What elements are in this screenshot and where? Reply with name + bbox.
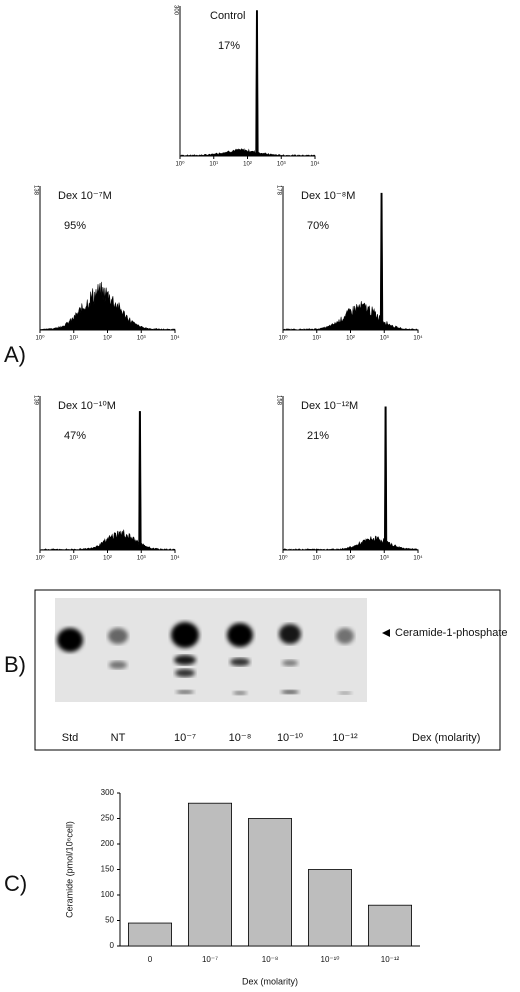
x-tick-label: 10⁰	[35, 335, 45, 342]
x-axis-label: Dex (molarity)	[242, 976, 298, 986]
x-tick-label: 10⁴	[170, 555, 180, 562]
histogram-trace	[282, 192, 419, 331]
y-tick-label: 50	[105, 916, 114, 925]
lane-label: 10⁻¹⁰	[277, 732, 304, 744]
x-tick-label: 10⁻¹²	[381, 955, 400, 964]
x-tick-label: 10¹	[312, 336, 321, 342]
lane-label: 10⁻⁷	[174, 732, 196, 744]
y-max-label: 139	[32, 395, 38, 406]
histogram-title: Dex 10⁻¹²M	[301, 400, 358, 412]
lane-label: NT	[111, 732, 126, 744]
x-tick-label: 10³	[137, 336, 146, 342]
x-tick-label: 10²	[243, 162, 252, 168]
y-tick-label: 150	[101, 865, 115, 874]
x-tick-label: 10³	[380, 336, 389, 342]
x-tick-label: 10⁴	[310, 161, 320, 168]
y-tick-label: 200	[101, 839, 115, 848]
arrow	[382, 629, 390, 637]
y-max-label: 158	[275, 395, 281, 406]
y-tick-label: 0	[110, 941, 115, 950]
gel-band	[281, 690, 299, 694]
gel-band	[109, 661, 127, 669]
gel-band	[174, 655, 196, 665]
bar	[307, 869, 352, 947]
x-tick-label: 10³	[137, 556, 146, 562]
x-tick-label: 10³	[380, 556, 389, 562]
x-tick-label: 10²	[346, 336, 355, 342]
x-tick-label: 10⁰	[175, 161, 185, 168]
x-tick-label: 10²	[346, 556, 355, 562]
gel-band	[279, 624, 301, 644]
x-tick-label: 10⁰	[278, 335, 288, 342]
gel-image	[55, 598, 367, 702]
gel-band	[57, 628, 83, 652]
histogram-trace	[282, 406, 419, 551]
x-tick-label: 10²	[103, 336, 112, 342]
x-tick-label: 10⁰	[35, 555, 45, 562]
gel-band	[175, 669, 195, 677]
x-tick-label: 10¹	[209, 162, 218, 168]
gel-band	[282, 660, 298, 666]
bar	[187, 802, 232, 947]
histogram-title: Dex 10⁻⁸M	[301, 190, 355, 202]
gel-band	[227, 623, 253, 647]
y-max-label: 178	[275, 185, 281, 196]
percent-label: 70%	[307, 220, 329, 232]
x-tick-label: 10⁴	[170, 335, 180, 342]
x-tick-label: 10⁻⁷	[202, 955, 218, 964]
histogram-title: Control	[210, 10, 245, 22]
gel-band	[108, 628, 128, 644]
panel-label: B)	[4, 652, 26, 677]
x-tick-label: 10⁻⁸	[262, 955, 279, 964]
gel-band	[336, 628, 354, 644]
histogram-trace	[39, 411, 176, 551]
x-tick-label: 10³	[277, 162, 286, 168]
x-tick-label: 10⁰	[278, 555, 288, 562]
histogram-title: Dex 10⁻¹⁰M	[58, 400, 116, 412]
y-max-label: 138	[32, 185, 38, 196]
x-tick-label: 10¹	[69, 556, 78, 562]
histogram-title: Dex 10⁻⁷M	[58, 190, 112, 202]
percent-label: 95%	[64, 220, 86, 232]
x-tick-label: 0	[148, 955, 153, 964]
percent-label: 21%	[307, 430, 329, 442]
gel-band	[233, 691, 247, 695]
gel-frame	[34, 589, 501, 751]
percent-label: 47%	[64, 430, 86, 442]
bar	[127, 922, 172, 947]
lane-label: Std	[62, 732, 79, 744]
y-tick-label: 300	[101, 788, 115, 797]
panel-label: A)	[4, 342, 26, 367]
panel-label: C)	[4, 871, 27, 896]
x-tick-label: 10⁻¹⁰	[321, 955, 340, 964]
lane-label: 10⁻⁸	[229, 732, 252, 744]
gel-band	[176, 690, 194, 694]
y-axis-label: Ceramide (pmol/10⁶cell)	[64, 821, 74, 918]
y-max-label: 300	[172, 5, 178, 16]
axis-label: Dex (molarity)	[412, 732, 480, 744]
bar	[367, 904, 412, 947]
x-tick-label: 10¹	[312, 556, 321, 562]
gel-band	[338, 691, 352, 695]
band-label: Ceramide-1-phosphate	[395, 627, 508, 639]
gel-band	[230, 658, 250, 666]
histogram-trace	[179, 10, 316, 157]
histogram-trace	[39, 281, 176, 331]
x-tick-label: 10⁴	[413, 335, 423, 342]
y-tick-label: 100	[101, 890, 115, 899]
x-tick-label: 10⁴	[413, 555, 423, 562]
y-tick-label: 250	[101, 814, 115, 823]
bar	[247, 818, 292, 947]
gel-band	[171, 622, 199, 648]
x-tick-label: 10²	[103, 556, 112, 562]
x-tick-label: 10¹	[69, 336, 78, 342]
percent-label: 17%	[218, 40, 240, 52]
lane-label: 10⁻¹²	[332, 732, 358, 744]
